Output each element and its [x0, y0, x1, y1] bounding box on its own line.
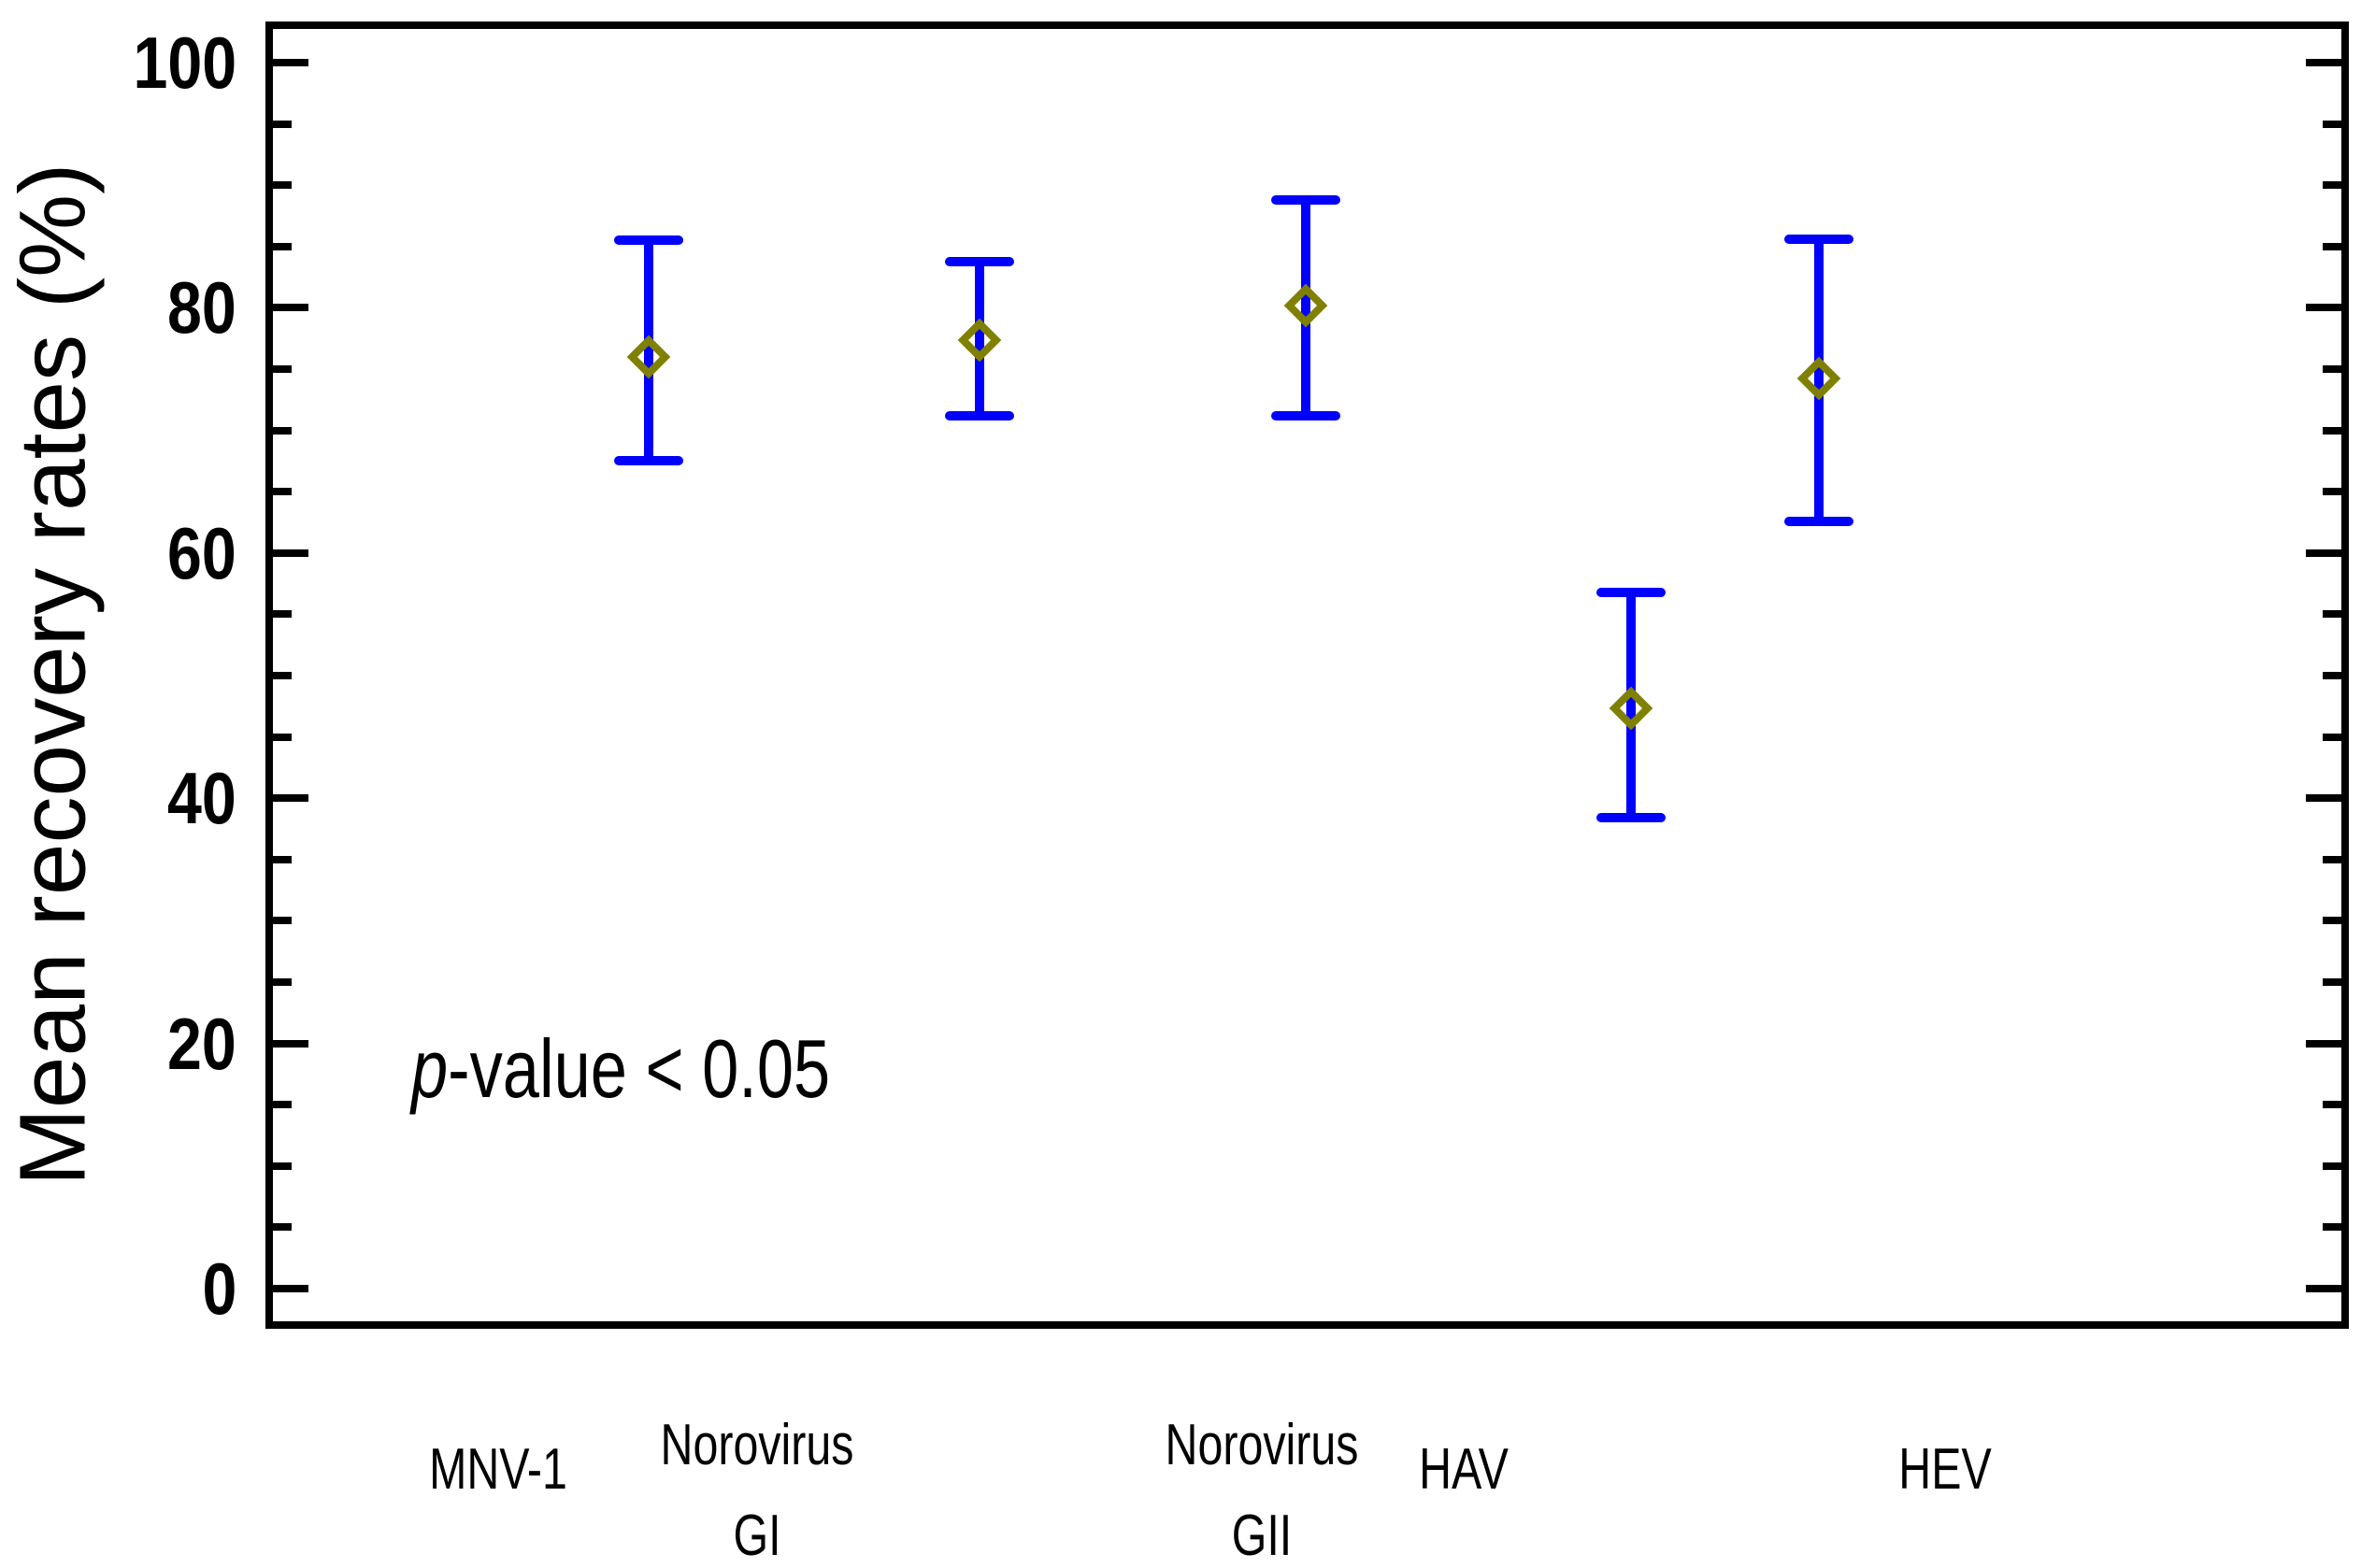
y-tick-major	[2306, 549, 2341, 557]
error-bar-cap-top	[614, 235, 683, 245]
y-tick-minor	[2323, 1162, 2341, 1170]
y-tick-major	[273, 304, 308, 311]
error-bar-line	[1626, 592, 1636, 818]
error-bar-cap-top	[1271, 195, 1340, 205]
y-tick-minor	[273, 917, 292, 924]
p-value-text: p-value < 0.05	[411, 1021, 830, 1117]
x-category-label: Norovirus GII	[1056, 1400, 1467, 1568]
y-tick-label: 80	[0, 265, 236, 349]
y-tick-minor	[273, 672, 292, 679]
y-tick-minor	[273, 488, 292, 495]
y-tick-label: 60	[0, 511, 236, 595]
y-tick-major	[273, 794, 308, 802]
y-tick-minor	[2323, 365, 2341, 373]
y-tick-minor	[2323, 488, 2341, 495]
error-bar-line	[1301, 200, 1310, 416]
y-tick-minor	[2323, 243, 2341, 250]
y-tick-minor	[273, 427, 292, 435]
x-category-label-line: HEV	[1898, 1437, 1992, 1502]
y-tick-minor	[273, 856, 292, 863]
y-tick-minor	[2323, 917, 2341, 924]
y-tick-minor	[273, 1223, 292, 1231]
y-tick-minor	[2323, 978, 2341, 986]
y-tick-minor	[273, 121, 292, 128]
y-tick-major	[273, 1040, 308, 1048]
y-tick-minor	[2323, 181, 2341, 189]
y-tick-label: 40	[0, 756, 236, 840]
x-category-label-line: GII	[1231, 1504, 1293, 1568]
y-tick-major	[2306, 59, 2341, 66]
x-category-label-line: Norovirus	[660, 1413, 854, 1477]
y-tick-minor	[2323, 121, 2341, 128]
x-category-label-line: MNV-1	[429, 1437, 567, 1502]
y-tick-major	[273, 549, 308, 557]
y-tick-major	[2306, 304, 2341, 311]
x-category-label: MNV-1	[293, 1424, 704, 1515]
y-tick-label: 20	[0, 1002, 236, 1086]
y-tick-minor	[273, 243, 292, 250]
p-value-italic: p	[411, 1022, 449, 1115]
y-tick-major	[273, 59, 308, 66]
y-tick-major	[2306, 794, 2341, 802]
error-bar-line	[975, 262, 984, 416]
y-tick-major	[2306, 1040, 2341, 1048]
y-tick-minor	[2323, 1223, 2341, 1231]
y-tick-minor	[273, 181, 292, 189]
error-bar-line	[1814, 239, 1824, 521]
error-bar-cap-bottom	[1784, 517, 1853, 526]
error-bar-cap-bottom	[1596, 813, 1666, 822]
y-tick-label: 100	[0, 21, 236, 105]
y-tick-minor	[2323, 856, 2341, 863]
y-tick-minor	[273, 365, 292, 373]
error-bar-cap-top	[1596, 588, 1666, 597]
y-tick-minor	[2323, 1101, 2341, 1108]
y-tick-minor	[2323, 427, 2341, 435]
y-tick-minor	[2323, 610, 2341, 618]
y-tick-label-text: 60	[167, 512, 236, 594]
p-value-rest: -value < 0.05	[448, 1022, 831, 1115]
x-category-label: HEV	[1739, 1424, 2151, 1515]
y-tick-minor	[273, 1101, 292, 1108]
plot-frame	[265, 21, 2349, 1329]
y-tick-label-text: 80	[167, 266, 236, 349]
y-tick-label-text: 0	[202, 1247, 236, 1330]
y-tick-minor	[273, 610, 292, 618]
error-bar-line	[644, 240, 653, 461]
y-tick-minor	[273, 978, 292, 986]
x-category-label: Norovirus GI	[551, 1400, 963, 1568]
error-bar-cap-top	[945, 257, 1014, 266]
x-category-label-line: GI	[733, 1504, 781, 1568]
error-bar-cap-bottom	[1271, 411, 1340, 421]
error-bar-cap-bottom	[945, 411, 1014, 421]
y-tick-minor	[2323, 672, 2341, 679]
y-tick-minor	[2323, 734, 2341, 741]
x-category-label-line: HAV	[1419, 1437, 1509, 1502]
y-tick-minor	[273, 734, 292, 741]
y-tick-major	[2306, 1285, 2341, 1292]
y-tick-label-text: 40	[167, 757, 236, 839]
y-tick-label-text: 100	[133, 21, 236, 104]
error-bar-cap-bottom	[614, 456, 683, 465]
error-bar-cap-top	[1784, 235, 1853, 244]
x-category-label-line: Norovirus	[1165, 1413, 1359, 1477]
y-tick-major	[273, 1285, 308, 1292]
x-category-label: HAV	[1258, 1424, 1669, 1515]
y-tick-label-text: 20	[167, 1003, 236, 1085]
p-value-annotation: p-value < 0.05	[411, 1021, 935, 1117]
y-tick-label: 0	[0, 1247, 236, 1331]
y-tick-minor	[273, 1162, 292, 1170]
